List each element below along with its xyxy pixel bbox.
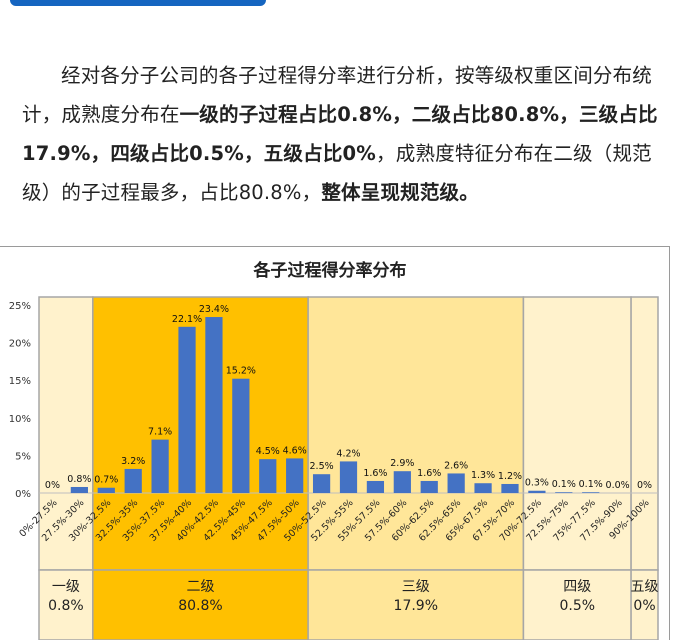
bar bbox=[420, 480, 438, 493]
bar bbox=[393, 471, 411, 493]
level-table-cell bbox=[38, 569, 94, 641]
level-share: 0% bbox=[633, 598, 655, 614]
bar bbox=[582, 492, 600, 493]
bar bbox=[366, 480, 385, 493]
data-label: 7.1% bbox=[148, 427, 172, 438]
data-label: 0.8% bbox=[67, 474, 91, 485]
bar bbox=[124, 468, 142, 493]
level-band bbox=[522, 296, 632, 571]
level-band bbox=[630, 296, 659, 571]
data-label: 0.1% bbox=[552, 479, 576, 490]
level-share: 17.9% bbox=[394, 598, 438, 614]
paragraph-levels-bold: 一级的子过程占比0.8%，二级占比80.8%，三级占比17.9%，四级占比0.5… bbox=[22, 103, 658, 165]
data-label: 4.5% bbox=[256, 446, 280, 457]
level-share: 80.8% bbox=[178, 598, 222, 614]
level-table-cell bbox=[522, 569, 632, 641]
y-tick-label: 5% bbox=[15, 451, 31, 462]
bar bbox=[501, 483, 519, 493]
data-label: 2.9% bbox=[390, 458, 414, 469]
data-label: 23.4% bbox=[199, 304, 229, 315]
bar bbox=[151, 439, 169, 493]
paragraph-middle: ，成熟度特征分布在二级（规范级）的子过程最多，占比80.8%， bbox=[22, 142, 652, 204]
bar bbox=[286, 458, 304, 493]
data-label: 1.3% bbox=[471, 470, 495, 481]
chart-title: 各子过程得分率分布 bbox=[253, 260, 407, 281]
bar bbox=[447, 473, 465, 493]
data-label: 0.0% bbox=[606, 480, 630, 491]
y-tick-label: 10% bbox=[9, 414, 31, 425]
level-share: 0.8% bbox=[48, 598, 84, 614]
data-label: 1.2% bbox=[498, 471, 522, 482]
y-tick-label: 25% bbox=[9, 301, 31, 312]
data-label: 4.2% bbox=[336, 448, 360, 459]
data-label: 1.6% bbox=[363, 468, 387, 479]
bar bbox=[178, 326, 196, 493]
level-name: 一级 bbox=[52, 579, 80, 595]
bar bbox=[312, 474, 331, 493]
level-name: 五级 bbox=[631, 579, 659, 595]
level-share: 0.5% bbox=[559, 598, 595, 614]
data-label: 0.3% bbox=[525, 478, 549, 489]
y-tick-label: 0% bbox=[15, 489, 31, 500]
analysis-paragraph: 经对各分子公司的各子过程得分率进行分析，按等级权重区间分布统计，成熟度分布在一级… bbox=[22, 56, 670, 212]
data-label: 2.6% bbox=[444, 460, 468, 471]
data-label: 0% bbox=[45, 480, 60, 491]
chart-svg: 各子过程得分率分布 0%5%10%15%20%25%0%0%-27.5%0.8%… bbox=[9, 260, 659, 641]
level-name: 二级 bbox=[186, 579, 214, 595]
bar bbox=[555, 492, 573, 493]
bar bbox=[528, 490, 546, 493]
paragraph-intro: 经对各分子公司的各子过程得分率进行分析，按等级权重区间分布统计，成熟度分布在 bbox=[22, 64, 653, 126]
level-band bbox=[92, 296, 309, 571]
bar bbox=[259, 459, 277, 493]
data-label: 3.2% bbox=[121, 456, 145, 467]
data-label: 1.6% bbox=[417, 468, 441, 479]
data-label: 22.1% bbox=[172, 314, 202, 325]
bar bbox=[97, 487, 115, 493]
bar bbox=[70, 486, 88, 493]
bar bbox=[339, 461, 358, 493]
level-name: 四级 bbox=[563, 579, 591, 595]
level-name: 三级 bbox=[402, 579, 430, 595]
data-label: 15.2% bbox=[226, 366, 256, 377]
data-label: 0% bbox=[637, 480, 652, 491]
data-label: 2.5% bbox=[310, 461, 334, 472]
paragraph-conclusion-bold: 整体呈现规范级。 bbox=[321, 181, 479, 204]
score-distribution-chart: 各子过程得分率分布 0% 5% 10% 15% 20% 25% 0% 0%-27.5% 0.8%… bbox=[0, 246, 670, 641]
data-label: 4.6% bbox=[283, 445, 307, 456]
bar bbox=[205, 317, 223, 493]
y-tick-label: 15% bbox=[9, 376, 31, 387]
bar bbox=[232, 378, 250, 493]
y-tick-label: 20% bbox=[9, 339, 31, 350]
data-label: 0.1% bbox=[579, 479, 603, 490]
section-header-bar bbox=[10, 0, 266, 6]
level-table-cell bbox=[630, 569, 659, 641]
level-table-cell bbox=[92, 569, 309, 641]
data-label: 0.7% bbox=[94, 475, 118, 486]
paragraph-text: 经对各分子公司的各子过程得分率进行分析，按等级权重区间分布统计，成熟度分布在一级… bbox=[22, 56, 670, 212]
bar bbox=[474, 483, 492, 493]
